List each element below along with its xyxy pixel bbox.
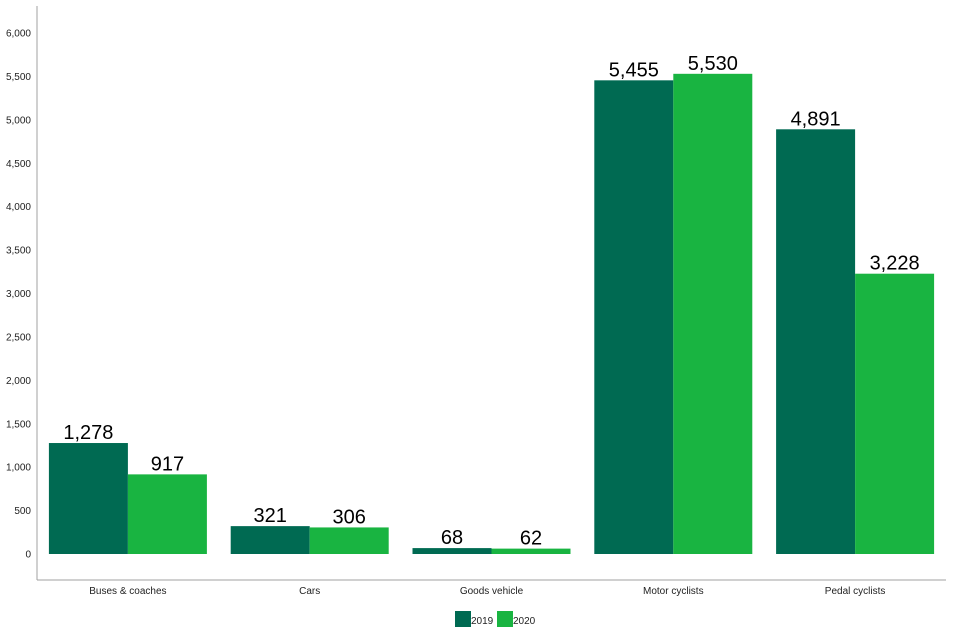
y-tick-label: 2,500 xyxy=(6,332,31,343)
y-tick-label: 5,000 xyxy=(6,115,31,126)
category-label: Pedal cyclists xyxy=(825,586,886,597)
y-tick-label: 6,000 xyxy=(6,29,31,40)
bar-2019 xyxy=(48,443,128,554)
category-label: Cars xyxy=(299,586,320,597)
axes xyxy=(36,6,946,581)
category-label: Buses & coaches xyxy=(89,586,166,597)
legend-label: 2020 xyxy=(513,616,536,627)
legend-label: 2019 xyxy=(471,616,494,627)
category-labels: Buses & coaches Cars Goods vehicle Motor cy… xyxy=(89,586,885,597)
legend-swatch-2019 xyxy=(455,611,471,627)
data-label: 3,228 xyxy=(870,253,920,275)
data-label: 917 xyxy=(151,453,184,475)
category-label: Goods vehicle xyxy=(460,586,524,597)
data-labels: 1,278 917 321 306 68 62 5,455 5,530 4,891 3,228 xyxy=(63,53,919,550)
y-tick-label: 0 xyxy=(25,550,31,561)
bar-2020 xyxy=(127,474,207,554)
legend-swatch-2020 xyxy=(497,611,513,627)
y-tick-label: 3,000 xyxy=(6,289,31,300)
y-tick-label: 3,500 xyxy=(6,246,31,257)
y-tick-label: 4,500 xyxy=(6,159,31,170)
data-label: 68 xyxy=(441,527,463,549)
data-label: 306 xyxy=(333,506,366,528)
bar-2019 xyxy=(776,129,856,555)
y-tick-label: 5,500 xyxy=(6,72,31,83)
bar-2020 xyxy=(491,548,571,554)
data-label: 4,891 xyxy=(791,108,841,130)
bar-2020 xyxy=(309,527,389,554)
bar-2019 xyxy=(230,526,310,554)
data-label: 321 xyxy=(254,505,287,527)
y-tick-label: 2,000 xyxy=(6,376,31,387)
bar-2019 xyxy=(594,80,674,555)
legend: 2019 2020 xyxy=(455,611,536,627)
bar-2019 xyxy=(412,548,492,554)
data-label: 62 xyxy=(520,528,542,550)
bar-2020 xyxy=(673,73,753,554)
y-tick-label: 1,500 xyxy=(6,419,31,430)
bars xyxy=(48,73,935,555)
y-tick-label: 4,000 xyxy=(6,202,31,213)
y-tick-labels: 0 500 1,000 1,500 2,000 2,500 3,000 3,500 4,000 4… xyxy=(6,29,31,561)
data-label: 1,278 xyxy=(63,422,113,444)
data-label: 5,530 xyxy=(688,53,738,75)
data-label: 5,455 xyxy=(609,59,659,81)
bar-2020 xyxy=(855,273,935,554)
y-tick-label: 1,000 xyxy=(6,463,31,474)
y-tick-label: 500 xyxy=(14,506,31,517)
category-label: Motor cyclists xyxy=(643,586,704,597)
